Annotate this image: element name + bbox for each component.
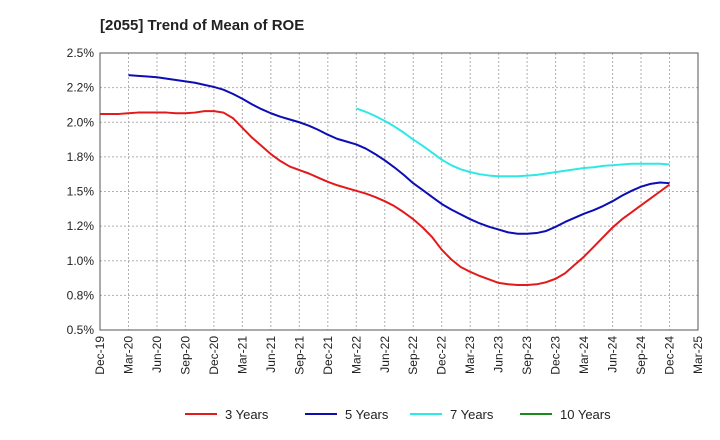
- series-line-7-years: [355, 107, 670, 178]
- plot-frame: [99, 52, 699, 331]
- y-tick-label: 1.0%: [67, 254, 95, 268]
- x-axis-ticks: Dec-19 Mar-20 Jun-20 Sep-20 Dec-20 Mar-21 Jun-…: [93, 336, 705, 375]
- series-line-5-years: [128, 74, 670, 235]
- x-tick-label: Mar-21: [235, 336, 249, 374]
- y-axis-ticks: 0.5% 0.8% 1.0% 1.2% 1.5% 1.8% 2.0% 2.2% 2.5%: [67, 46, 95, 337]
- chart-title: [2055] Trend of Mean of ROE: [100, 17, 304, 34]
- legend-label: 7 Years: [450, 407, 494, 422]
- legend-label: 10 Years: [560, 407, 611, 422]
- x-tick-label: Dec-21: [321, 336, 335, 375]
- legend-label: 5 Years: [345, 407, 389, 422]
- x-tick-label: Dec-20: [207, 336, 221, 375]
- y-tick-label: 0.8%: [67, 288, 95, 302]
- series-line-3-years: [100, 110, 671, 286]
- x-tick-label: Mar-22: [349, 336, 363, 374]
- x-tick-label: Jun-20: [150, 336, 164, 373]
- x-tick-label: Mar-20: [121, 336, 135, 374]
- x-tick-label: Sep-20: [178, 336, 192, 375]
- y-tick-label: 2.5%: [67, 46, 95, 60]
- x-tick-label: Mar-25: [691, 336, 705, 374]
- x-tick-label: Dec-24: [663, 336, 677, 375]
- x-tick-label: Mar-23: [463, 336, 477, 374]
- x-tick-label: Sep-21: [292, 336, 306, 375]
- x-tick-label: Jun-21: [264, 336, 278, 373]
- x-tick-label: Dec-19: [93, 336, 107, 375]
- y-tick-label: 2.2%: [67, 81, 95, 95]
- x-tick-label: Jun-23: [492, 336, 506, 373]
- y-tick-label: 0.5%: [67, 323, 95, 337]
- y-tick-label: 2.0%: [67, 115, 95, 129]
- x-tick-label: Sep-23: [520, 336, 534, 375]
- y-tick-label: 1.5%: [67, 185, 95, 199]
- grid: [100, 53, 698, 330]
- x-tick-label: Sep-24: [634, 336, 648, 375]
- series-layer: [100, 74, 671, 286]
- x-tick-label: Dec-22: [435, 336, 449, 375]
- y-tick-label: 1.8%: [67, 150, 95, 164]
- legend-label: 3 Years: [225, 407, 269, 422]
- legend: 3 Years 5 Years 7 Years 10 Years: [185, 407, 611, 422]
- x-tick-label: Sep-22: [406, 336, 420, 375]
- x-tick-label: Jun-22: [378, 336, 392, 373]
- x-tick-label: Mar-24: [577, 336, 591, 374]
- x-tick-label: Dec-23: [549, 336, 563, 375]
- y-tick-label: 1.2%: [67, 219, 95, 233]
- x-tick-label: Jun-24: [606, 336, 620, 373]
